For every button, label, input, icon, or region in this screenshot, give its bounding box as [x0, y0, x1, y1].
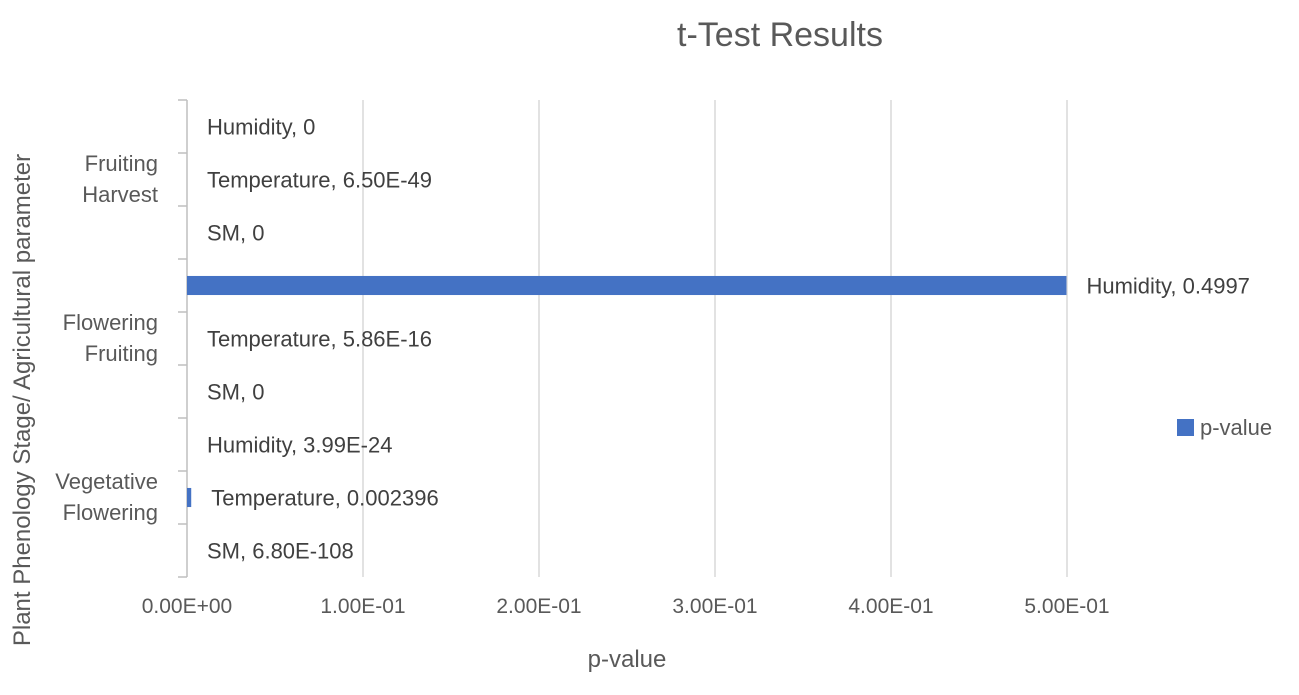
data-label: SM, 0 [207, 221, 264, 246]
data-label: Temperature, 5.86E-16 [207, 327, 432, 352]
x-tick-label: 4.00E-01 [848, 595, 933, 618]
data-label: SM, 6.80E-108 [207, 539, 354, 564]
data-labels: SM, 6.80E-108 Temperature, 0.002396 Humidi… [207, 115, 1250, 564]
chart-title: t-Test Results [677, 16, 883, 54]
bar [187, 275, 1067, 296]
x-tick-label: 5.00E-01 [1024, 595, 1109, 618]
gridlines [362, 100, 1068, 577]
y-category-label-line: Fruiting [85, 151, 158, 176]
x-axis-title: p-value [588, 646, 667, 673]
data-label: Temperature, 0.002396 [211, 486, 439, 511]
x-axis-ticks: 0.00E+00 1.00E-01 2.00E-01 3.00E-01 4.00E-01… [142, 595, 1110, 618]
x-tick-label: 1.00E-01 [320, 595, 405, 618]
y-category-label-line: Vegetative [55, 469, 158, 494]
data-label: Humidity, 3.99E-24 [207, 433, 392, 458]
y-category-label: Flowering Fruiting [63, 310, 158, 366]
y-category-label: Vegetative Flowering [55, 469, 158, 525]
data-label: Temperature, 6.50E-49 [207, 168, 432, 193]
y-category-label: Fruiting Harvest [82, 151, 158, 207]
bars [187, 275, 1067, 508]
legend: p-value [1177, 415, 1272, 440]
data-label: SM, 0 [207, 380, 264, 405]
y-category-label-line: Fruiting [85, 341, 158, 366]
x-tick-label: 3.00E-01 [672, 595, 757, 618]
legend-swatch [1177, 419, 1194, 436]
y-category-label-line: Flowering [63, 500, 158, 525]
x-tick-label: 0.00E+00 [142, 595, 233, 618]
y-category-label-line: Flowering [63, 310, 158, 335]
data-label: Humidity, 0.4997 [1086, 274, 1249, 299]
bar [187, 487, 192, 508]
x-tick-label: 2.00E-01 [496, 595, 581, 618]
y-axis-title: Plant Phenology Stage/ Agricultural para… [9, 154, 36, 646]
category-axis [178, 99, 188, 578]
data-label: Humidity, 0 [207, 115, 315, 140]
y-category-label-line: Harvest [82, 182, 158, 207]
legend-label: p-value [1200, 415, 1272, 440]
